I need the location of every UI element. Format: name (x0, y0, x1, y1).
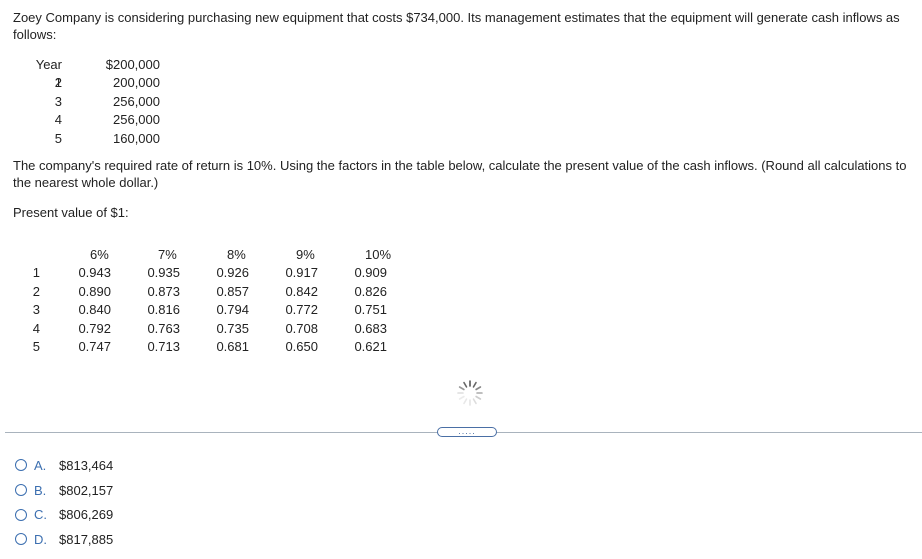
radio-button-icon[interactable] (15, 533, 27, 546)
pv-cell: 0.763 (147, 320, 180, 336)
pv-period: 4 (32, 320, 40, 336)
cash-flow-amount: 256,000 (113, 93, 160, 109)
pv-cell: 0.909 (354, 265, 387, 281)
pv-table-label: Present value of $1: (13, 205, 129, 220)
pv-cell: 0.751 (354, 302, 387, 318)
cash-flow-year: 4 (54, 112, 62, 128)
option-text: $802,157 (59, 482, 114, 498)
pv-cell: 0.917 (285, 265, 318, 281)
pv-cell: 0.935 (147, 265, 180, 281)
cash-flow-year: 3 (54, 93, 62, 109)
cash-flow-year: Year 1 (35, 57, 62, 91)
pv-header-cell: 7% (158, 247, 177, 262)
pv-period: 2 (32, 283, 40, 299)
cash-flow-table: Year 1 $200,000 2 200,000 3 256,000 4 25… (26, 56, 160, 148)
pv-cell: 0.681 (216, 338, 249, 354)
cash-flow-year: 2 (54, 75, 62, 91)
pv-period: 3 (32, 302, 40, 318)
pv-row: 2 0.890 0.873 0.857 0.842 0.826 (30, 283, 434, 301)
cash-flow-amount: $200,000 (105, 57, 160, 72)
cash-flow-row: Year 1 $200,000 (26, 56, 160, 91)
pv-header-cell: 6% (90, 247, 109, 262)
pv-cell: 0.792 (78, 320, 111, 336)
pv-cell: 0.943 (78, 265, 111, 281)
pv-cell: 0.650 (285, 338, 318, 354)
pv-row: 5 0.747 0.713 0.681 0.650 0.621 (30, 338, 434, 356)
cash-flow-amount: 160,000 (113, 130, 160, 146)
answer-options: A. $813,464 B. $802,157 C. $806,269 D. $… (15, 453, 113, 552)
divider-drag-handle[interactable]: ..... (437, 425, 497, 437)
pv-cell: 0.683 (354, 320, 387, 336)
pv-period: 5 (32, 338, 40, 354)
answer-option-d[interactable]: D. $817,885 (15, 527, 113, 552)
pv-cell: 0.747 (78, 338, 111, 354)
radio-button-icon[interactable] (15, 508, 27, 521)
pv-header-cell: 8% (227, 247, 246, 262)
cash-flow-row: 2 200,000 (26, 74, 160, 92)
pv-row: 4 0.792 0.763 0.735 0.708 0.683 (30, 320, 434, 338)
pv-cell: 0.842 (285, 283, 318, 299)
question-intro: Zoey Company is considering purchasing n… (13, 10, 900, 42)
pv-factor-table: 6% 7% 8% 9% 10% 1 0.943 0.935 0.926 0.91… (30, 246, 434, 356)
option-letter: D. (34, 531, 47, 547)
radio-button-icon[interactable] (15, 484, 27, 497)
radio-button-icon[interactable] (15, 459, 27, 472)
pv-row: 1 0.943 0.935 0.926 0.917 0.909 (30, 264, 434, 282)
answer-option-b[interactable]: B. $802,157 (15, 478, 113, 503)
pv-cell: 0.873 (147, 283, 180, 299)
pv-cell: 0.890 (78, 283, 111, 299)
question-requirement: The company's required rate of return is… (13, 158, 907, 190)
pv-cell: 0.826 (354, 283, 387, 299)
cash-flow-year: 5 (54, 130, 62, 146)
pv-header-cell: 9% (296, 247, 315, 262)
cash-flow-row: 5 160,000 (26, 130, 160, 148)
answer-option-c[interactable]: C. $806,269 (15, 502, 113, 527)
option-letter: C. (34, 507, 47, 523)
option-text: $817,885 (59, 531, 114, 547)
pv-cell: 0.794 (216, 302, 249, 318)
pv-cell: 0.735 (216, 320, 249, 336)
pv-cell: 0.926 (216, 265, 249, 281)
drag-dots-icon: ..... (458, 425, 476, 436)
pv-header-row: 6% 7% 8% 9% 10% (30, 246, 434, 264)
pv-cell: 0.840 (78, 302, 111, 318)
pv-cell: 0.857 (216, 283, 249, 299)
pv-row: 3 0.840 0.816 0.794 0.772 0.751 (30, 301, 434, 319)
cash-flow-amount: 256,000 (113, 112, 160, 128)
cash-flow-row: 3 256,000 (26, 93, 160, 111)
pv-cell: 0.772 (285, 302, 318, 318)
pv-period: 1 (32, 265, 40, 281)
pv-header-cell: 10% (365, 247, 392, 262)
option-letter: B. (34, 482, 47, 498)
option-text: $813,464 (59, 457, 114, 473)
cash-flow-row: 4 256,000 (26, 111, 160, 129)
pv-cell: 0.713 (147, 338, 180, 354)
answer-option-a[interactable]: A. $813,464 (15, 453, 113, 478)
loading-spinner-icon (457, 380, 483, 406)
pv-cell: 0.621 (354, 338, 387, 354)
option-letter: A. (34, 457, 47, 473)
pv-cell: 0.708 (285, 320, 318, 336)
cash-flow-amount: 200,000 (113, 75, 160, 91)
pv-cell: 0.816 (147, 302, 180, 318)
option-text: $806,269 (59, 507, 114, 523)
